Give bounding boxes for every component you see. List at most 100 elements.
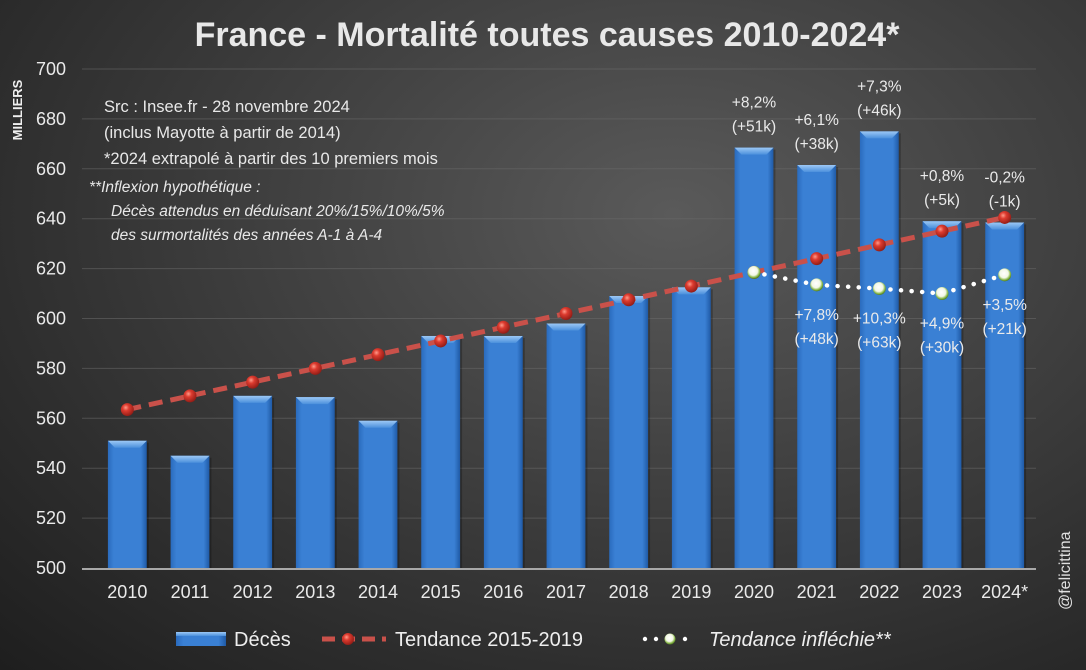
bar-2015 bbox=[421, 335, 463, 570]
bar-2018 bbox=[609, 296, 651, 570]
y-tick-label: 700 bbox=[36, 59, 66, 79]
x-tick-label: 2016 bbox=[483, 582, 523, 602]
annotation-abs-above: (+5k) bbox=[924, 192, 960, 209]
trend-marker bbox=[434, 334, 448, 348]
y-tick-label: 580 bbox=[36, 358, 66, 378]
inflected-marker bbox=[935, 287, 949, 301]
annotation-pct-below: +3,5% bbox=[982, 297, 1027, 314]
x-tick-label: 2011 bbox=[171, 582, 210, 602]
bar-bevel-top bbox=[107, 440, 147, 448]
y-axis-ticks: 500 520 540 560 580 600 620 640 660 680 700 bbox=[36, 59, 66, 578]
x-tick-label: 2010 bbox=[107, 582, 147, 602]
y-tick-label: 640 bbox=[36, 209, 66, 229]
y-tick-label: 620 bbox=[36, 259, 66, 279]
bar-2022 bbox=[859, 131, 901, 570]
bar bbox=[797, 165, 837, 568]
bar-2021 bbox=[797, 165, 839, 570]
bar bbox=[233, 395, 273, 568]
bar bbox=[546, 323, 586, 568]
bar-2013 bbox=[295, 397, 337, 570]
annotation-abs-above: (+46k) bbox=[857, 102, 901, 119]
bar bbox=[671, 287, 711, 568]
y-tick-label: 560 bbox=[36, 408, 66, 428]
legend: Décès Tendance 2015-2019 Tendance infléc… bbox=[176, 629, 892, 651]
bar-2014 bbox=[358, 420, 400, 570]
bar bbox=[734, 147, 774, 568]
annotation-abs-above: (+38k) bbox=[794, 136, 838, 153]
note-mayotte: (inclus Mayotte à partir de 2014) bbox=[104, 124, 341, 142]
bar bbox=[295, 397, 335, 568]
annotation-pct-above: -0,2% bbox=[984, 169, 1025, 186]
bar-2020 bbox=[734, 147, 776, 570]
x-tick-label: 2015 bbox=[421, 582, 461, 602]
bar-bevel-top bbox=[546, 323, 586, 331]
legend-swatch-bevel bbox=[176, 632, 226, 636]
y-tick-label: 660 bbox=[36, 159, 66, 179]
note-source: Src : Insee.fr - 28 novembre 2024 bbox=[104, 98, 350, 116]
bar-2023 bbox=[922, 221, 964, 570]
trend-line-inflected bbox=[747, 265, 1012, 301]
data-annotations: +8,2% (+51k) +6,1% (+38k) +7,3% (+46k) +0,8% (+… bbox=[732, 78, 1027, 356]
chart-title: France - Mortalité toutes causes 2010-20… bbox=[195, 16, 901, 54]
inflected-marker bbox=[998, 268, 1012, 282]
inflected-marker bbox=[747, 265, 761, 279]
legend-swatch-red-marker bbox=[342, 633, 354, 645]
notes-block: Src : Insee.fr - 28 novembre 2024 (inclu… bbox=[89, 98, 445, 244]
trend-marker bbox=[998, 210, 1012, 224]
x-tick-label: 2013 bbox=[295, 582, 335, 602]
y-tick-label: 600 bbox=[36, 309, 66, 329]
bar-2016 bbox=[483, 335, 525, 570]
bar-bevel-top bbox=[797, 165, 837, 173]
bar-2012 bbox=[233, 395, 275, 570]
legend-item-tendance[interactable]: Tendance 2015-2019 bbox=[322, 629, 583, 651]
bar-bevel-top bbox=[483, 335, 523, 343]
legend-swatch-green-marker bbox=[664, 633, 676, 645]
legend-swatch-dot bbox=[642, 636, 648, 642]
trend-marker bbox=[246, 375, 260, 389]
annotation-abs-below: (+30k) bbox=[920, 340, 964, 357]
legend-label-deces: Décès bbox=[234, 629, 291, 651]
author-credit: @felicittina bbox=[1057, 531, 1074, 610]
y-tick-label: 680 bbox=[36, 109, 66, 129]
inflected-marker bbox=[872, 282, 886, 296]
note-inflexion-line2: des surmortalités des années A-1 à A-4 bbox=[111, 227, 382, 244]
bar bbox=[107, 440, 147, 568]
note-inflexion-line1: Décès attendus en déduisant 20%/15%/10%/… bbox=[111, 203, 445, 220]
trend-marker bbox=[559, 307, 573, 321]
legend-item-deces[interactable]: Décès bbox=[176, 629, 291, 651]
note-extrapolation: *2024 extrapolé à partir des 10 premiers… bbox=[104, 150, 438, 168]
trend-marker bbox=[120, 403, 134, 417]
trend-marker bbox=[872, 238, 886, 252]
annotation-abs-above: (-1k) bbox=[989, 193, 1021, 210]
trend-marker bbox=[935, 224, 949, 238]
legend-swatch-dot bbox=[682, 636, 688, 642]
bar-bevel-top bbox=[170, 455, 210, 463]
trend-marker bbox=[622, 293, 636, 307]
trend-marker bbox=[496, 320, 510, 334]
bar-bevel-top bbox=[734, 147, 774, 155]
x-tick-label: 2020 bbox=[734, 582, 774, 602]
bar bbox=[922, 221, 962, 568]
bar-2017 bbox=[546, 323, 588, 570]
annotation-pct-below: +7,8% bbox=[794, 307, 839, 324]
annotation-pct-below: +10,3% bbox=[853, 311, 906, 328]
annotation-abs-below: (+48k) bbox=[794, 331, 838, 348]
legend-item-inflechie[interactable]: Tendance infléchie** bbox=[642, 629, 892, 651]
trend-marker bbox=[183, 389, 197, 403]
annotation-abs-below: (+21k) bbox=[982, 321, 1026, 338]
bar bbox=[859, 131, 899, 568]
x-tick-label: 2017 bbox=[546, 582, 586, 602]
x-tick-label: 2012 bbox=[233, 582, 273, 602]
note-inflexion-title: **Inflexion hypothétique : bbox=[89, 179, 260, 196]
bar bbox=[483, 335, 523, 568]
y-tick-label: 520 bbox=[36, 508, 66, 528]
bar-bevel-top bbox=[358, 420, 398, 428]
trend-marker bbox=[810, 252, 824, 266]
annotation-abs-below: (+63k) bbox=[857, 335, 901, 352]
trend-marker bbox=[684, 279, 698, 293]
bar-bevel-top bbox=[295, 397, 335, 405]
inflected-marker bbox=[810, 278, 824, 292]
trend-marker bbox=[308, 361, 322, 375]
bar-2019 bbox=[671, 287, 713, 570]
